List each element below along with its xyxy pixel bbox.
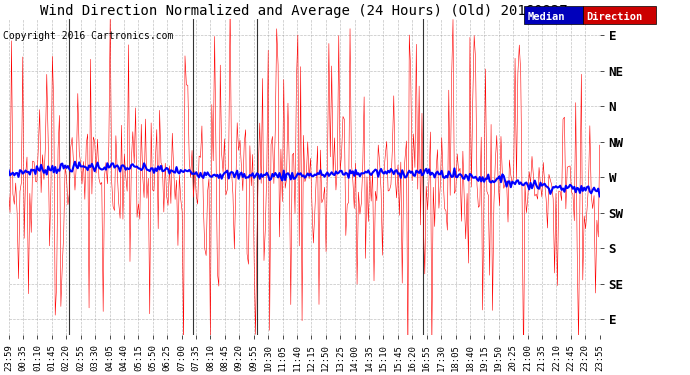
Text: Copyright 2016 Cartronics.com: Copyright 2016 Cartronics.com: [3, 32, 174, 41]
Text: Median: Median: [527, 12, 564, 22]
Title: Wind Direction Normalized and Average (24 Hours) (Old) 20160927: Wind Direction Normalized and Average (2…: [41, 4, 568, 18]
Text: Direction: Direction: [586, 12, 642, 22]
